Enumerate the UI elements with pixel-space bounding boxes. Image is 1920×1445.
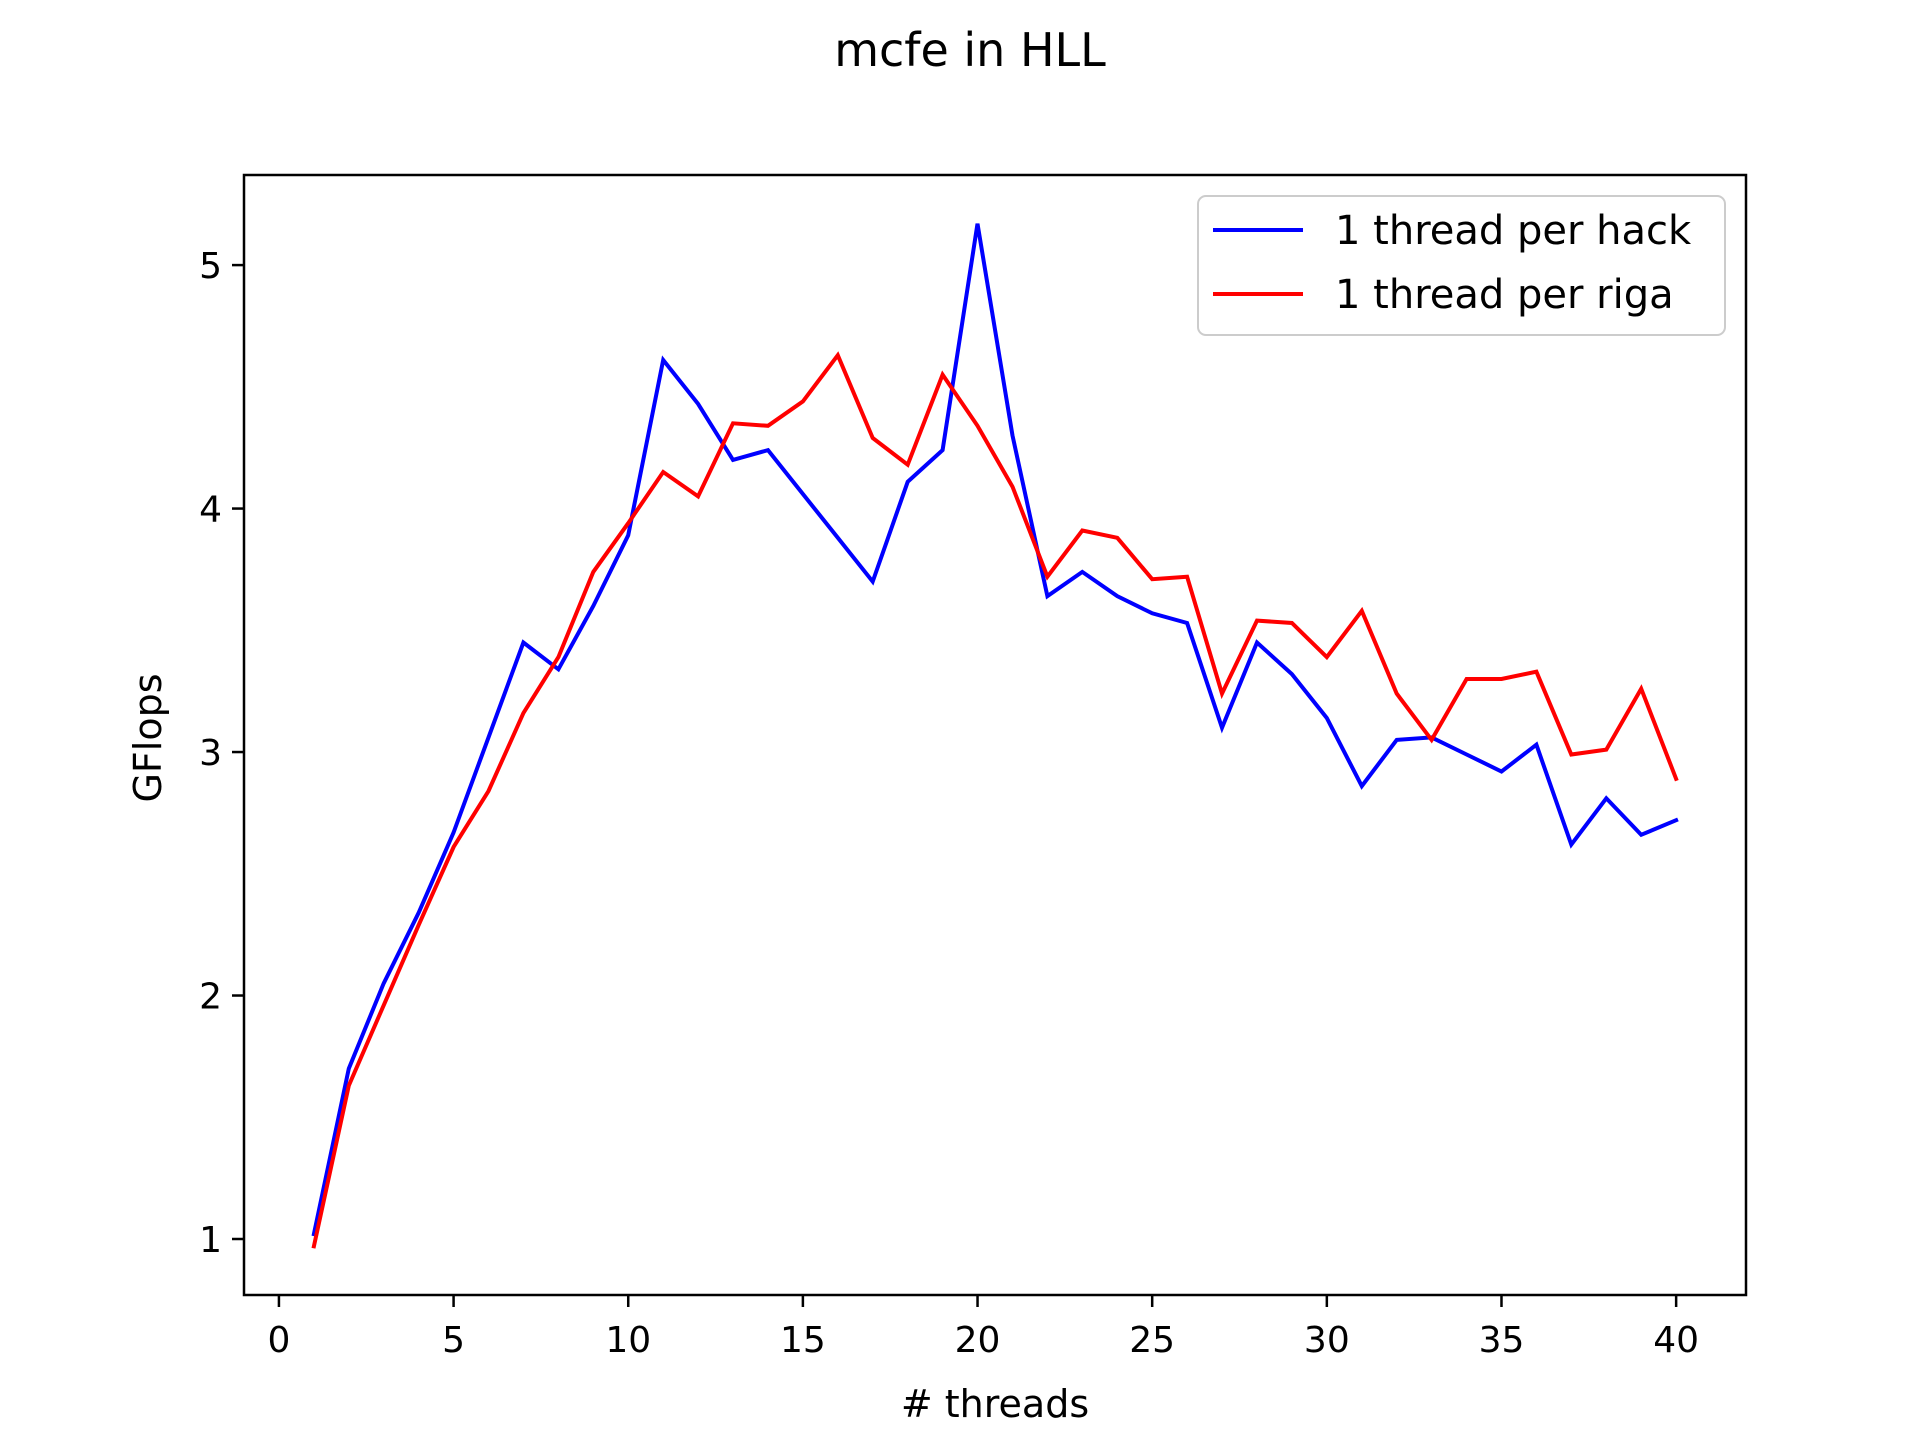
x-tick-label: 40	[1653, 1320, 1699, 1361]
x-axis-label: # threads	[901, 1382, 1089, 1426]
y-tick-label: 2	[199, 977, 222, 1018]
y-tick-label: 4	[199, 490, 222, 531]
x-tick-label: 5	[442, 1320, 465, 1361]
y-tick-label: 5	[199, 246, 222, 287]
y-tick-label: 3	[199, 733, 222, 774]
x-tick-label: 10	[605, 1320, 651, 1361]
legend: 1 thread per hack 1 thread per riga	[1197, 195, 1726, 336]
legend-box	[1197, 195, 1726, 336]
plot-area	[311, 223, 1679, 1249]
y-tick-label: 1	[199, 1220, 222, 1261]
x-tick-label: 15	[780, 1320, 826, 1361]
legend-label-hack: 1 thread per hack	[1335, 208, 1692, 254]
x-tick-label: 35	[1479, 1320, 1525, 1361]
x-tick-label: 25	[1129, 1320, 1175, 1361]
plot-frame	[242, 173, 1748, 1297]
y-axis: 1 2 3 4 5	[199, 246, 244, 1261]
series-line-riga	[311, 351, 1679, 1249]
x-axis: 0 5 10 15 20 25 30 35 40	[267, 1295, 1699, 1361]
x-tick-label: 30	[1304, 1320, 1350, 1361]
x-tick-label: 0	[267, 1320, 290, 1361]
x-tick-label: 20	[955, 1320, 1001, 1361]
y-axis-label: GFlops	[126, 673, 170, 802]
legend-label-riga: 1 thread per riga	[1335, 272, 1674, 318]
series-line-hack	[311, 223, 1679, 1237]
chart-title: mcfe in HLL	[834, 23, 1106, 77]
